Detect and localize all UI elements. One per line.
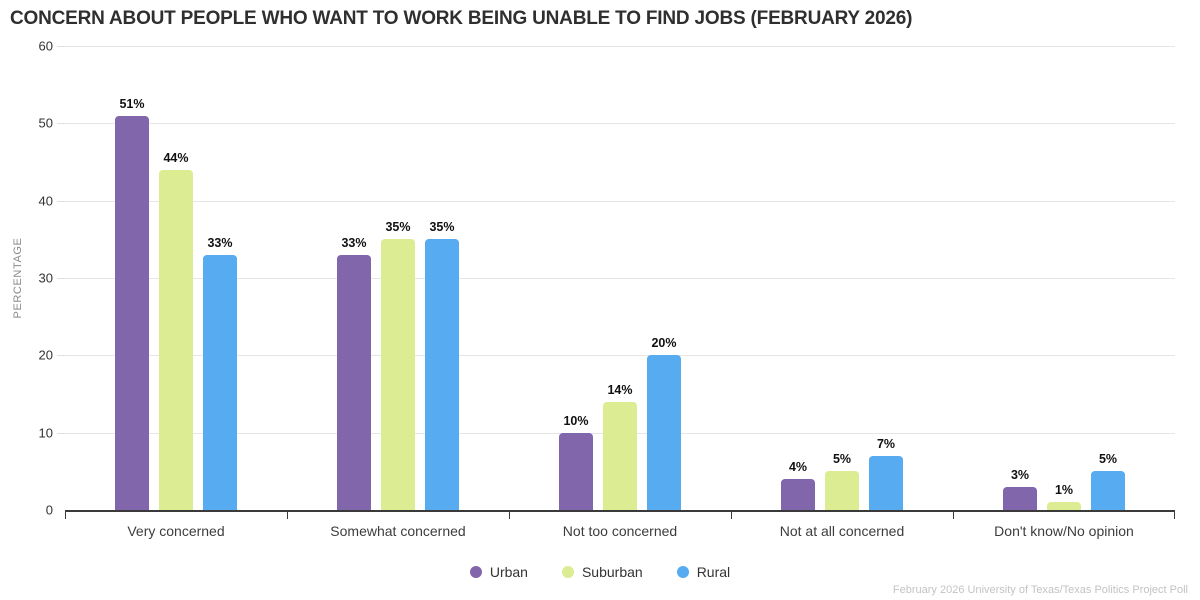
legend-item-urban[interactable]: Urban [469, 564, 528, 580]
bar-value-label: 20% [651, 336, 677, 351]
bar-rural[interactable]: 35% [425, 220, 459, 510]
bar-rural[interactable]: 7% [869, 437, 903, 510]
bar-groups: 51% 44% 33% Very concerned 33% 35% 35% Somewhat… [65, 46, 1175, 539]
bar-urban[interactable]: 10% [559, 414, 593, 510]
bar-urban[interactable]: 33% [337, 236, 371, 510]
legend-item-suburban[interactable]: Suburban [561, 564, 643, 580]
chart-title: CONCERN ABOUT PEOPLE WHO WANT TO WORK BE… [10, 8, 913, 29]
y-tick-label: 50 [38, 115, 53, 131]
bar-group: 3% 1% 5% Don't know/No opinion [953, 46, 1175, 539]
category-label: Don't know/No opinion [994, 523, 1134, 539]
y-axis-tick [57, 123, 65, 125]
category-label: Very concerned [127, 523, 225, 539]
category-label: Not at all concerned [779, 523, 905, 539]
gridline [65, 200, 1175, 202]
bar-rural[interactable]: 5% [1091, 452, 1125, 510]
x-axis-tick [509, 512, 510, 519]
source-attribution: February 2026 University of Texas/Texas … [892, 584, 1188, 596]
x-axis-tick [287, 512, 288, 519]
bar-cluster: 51% 44% 33% [65, 46, 287, 510]
bar-value-label: 35% [429, 220, 455, 235]
bar-suburban[interactable]: 14% [603, 383, 637, 510]
y-tick-label: 10 [38, 425, 53, 441]
gridline [65, 355, 1175, 357]
bar-cluster: 33% 35% 35% [287, 46, 509, 510]
x-axis-tick [953, 512, 954, 519]
y-axis-tick [57, 200, 65, 202]
y-axis-tick [57, 355, 65, 357]
bar-rural[interactable]: 20% [647, 336, 681, 510]
bar-value-label: 5% [832, 452, 852, 467]
x-axis-tick [1174, 512, 1175, 519]
legend: Urban Suburban Rural [0, 564, 1200, 580]
bar-urban[interactable]: 51% [115, 97, 149, 510]
bar-group: 33% 35% 35% Somewhat concerned [287, 46, 509, 539]
bar-value-label: 51% [119, 96, 145, 111]
bar-value-label: 35% [385, 220, 411, 235]
gridline [65, 123, 1175, 125]
x-axis-tick [65, 512, 66, 519]
gridline [65, 278, 1175, 279]
y-axis-tick [57, 432, 65, 434]
legend-swatch-icon [676, 566, 689, 578]
bar-value-label: 44% [163, 150, 189, 165]
legend-label: Rural [696, 564, 731, 580]
y-axis-tick [57, 46, 65, 47]
legend-swatch-icon [561, 566, 574, 578]
bar-suburban[interactable]: 1% [1047, 483, 1081, 510]
bar-value-label: 33% [341, 235, 367, 250]
bar-value-label: 10% [563, 413, 589, 428]
bar-suburban[interactable]: 5% [825, 452, 859, 510]
bar-value-label: 5% [1098, 452, 1118, 467]
legend-label: Urban [489, 564, 528, 580]
legend-item-rural[interactable]: Rural [676, 564, 731, 580]
bar-value-label: 1% [1054, 483, 1074, 498]
legend-swatch-icon [469, 566, 482, 578]
category-label: Somewhat concerned [330, 523, 466, 539]
bar-suburban[interactable]: 35% [381, 220, 415, 510]
bar-value-label: 3% [1010, 467, 1030, 482]
bar-urban[interactable]: 4% [781, 460, 815, 510]
bar-group: 4% 5% 7% Not at all concerned [731, 46, 953, 539]
bar-group: 51% 44% 33% Very concerned [65, 46, 287, 539]
bar-cluster: 10% 14% 20% [509, 46, 731, 510]
y-tick-label: 60 [38, 38, 53, 54]
category-label: Not too concerned [562, 523, 678, 539]
plot-area: 0 10 20 30 40 50 60 51% 44% 33% Very concerned 33%… [39, 39, 1175, 539]
y-axis-tick [57, 278, 65, 279]
y-tick-label: 40 [38, 193, 53, 209]
y-tick-label: 30 [38, 270, 53, 286]
bar-value-label: 7% [876, 436, 896, 451]
bar-cluster: 4% 5% 7% [731, 46, 953, 510]
y-axis-title: PERCENTAGE [12, 237, 24, 319]
y-tick-label: 0 [45, 502, 53, 518]
bar-value-label: 4% [788, 460, 808, 475]
bar-rural[interactable]: 33% [203, 236, 237, 510]
bar-urban[interactable]: 3% [1003, 468, 1037, 510]
bar-group: 10% 14% 20% Not too concerned [509, 46, 731, 539]
bar-value-label: 33% [207, 235, 233, 250]
y-tick-label: 20 [38, 347, 53, 363]
bar-cluster: 3% 1% 5% [953, 46, 1175, 510]
gridline [65, 46, 1175, 47]
legend-label: Suburban [581, 564, 643, 580]
bar-suburban[interactable]: 44% [159, 151, 193, 510]
bar-value-label: 14% [607, 382, 633, 397]
x-axis-tick [731, 512, 732, 519]
